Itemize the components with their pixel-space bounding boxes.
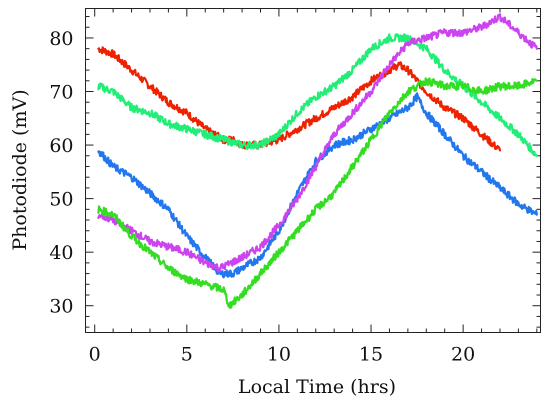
x-tick-label: 0 <box>89 344 101 366</box>
series-line-5 <box>97 77 538 309</box>
series-line-4 <box>97 13 538 273</box>
x-axis-title: Local Time (hrs) <box>238 376 396 398</box>
x-tick-label: 15 <box>359 344 383 366</box>
series-lines <box>97 13 538 309</box>
y-tick-label: 30 <box>49 296 73 318</box>
y-tick-label: 80 <box>49 28 73 50</box>
y-tick-label: 70 <box>49 82 73 104</box>
y-tick-label: 50 <box>49 189 73 211</box>
y-tick-label: 40 <box>49 242 73 264</box>
x-tick-label: 5 <box>181 344 193 366</box>
series-line-1 <box>97 46 502 152</box>
x-tick-label: 20 <box>451 344 475 366</box>
y-axis-title: Photodiode (mV) <box>9 89 31 250</box>
tick-labels: 0 5 10 15 20 30 40 50 60 70 80 <box>49 28 475 366</box>
x-tick-label: 10 <box>267 344 291 366</box>
plot-frame <box>85 8 541 333</box>
y-tick-label: 60 <box>49 135 73 157</box>
series-line-2 <box>97 33 538 157</box>
axis-ticks <box>85 8 541 333</box>
